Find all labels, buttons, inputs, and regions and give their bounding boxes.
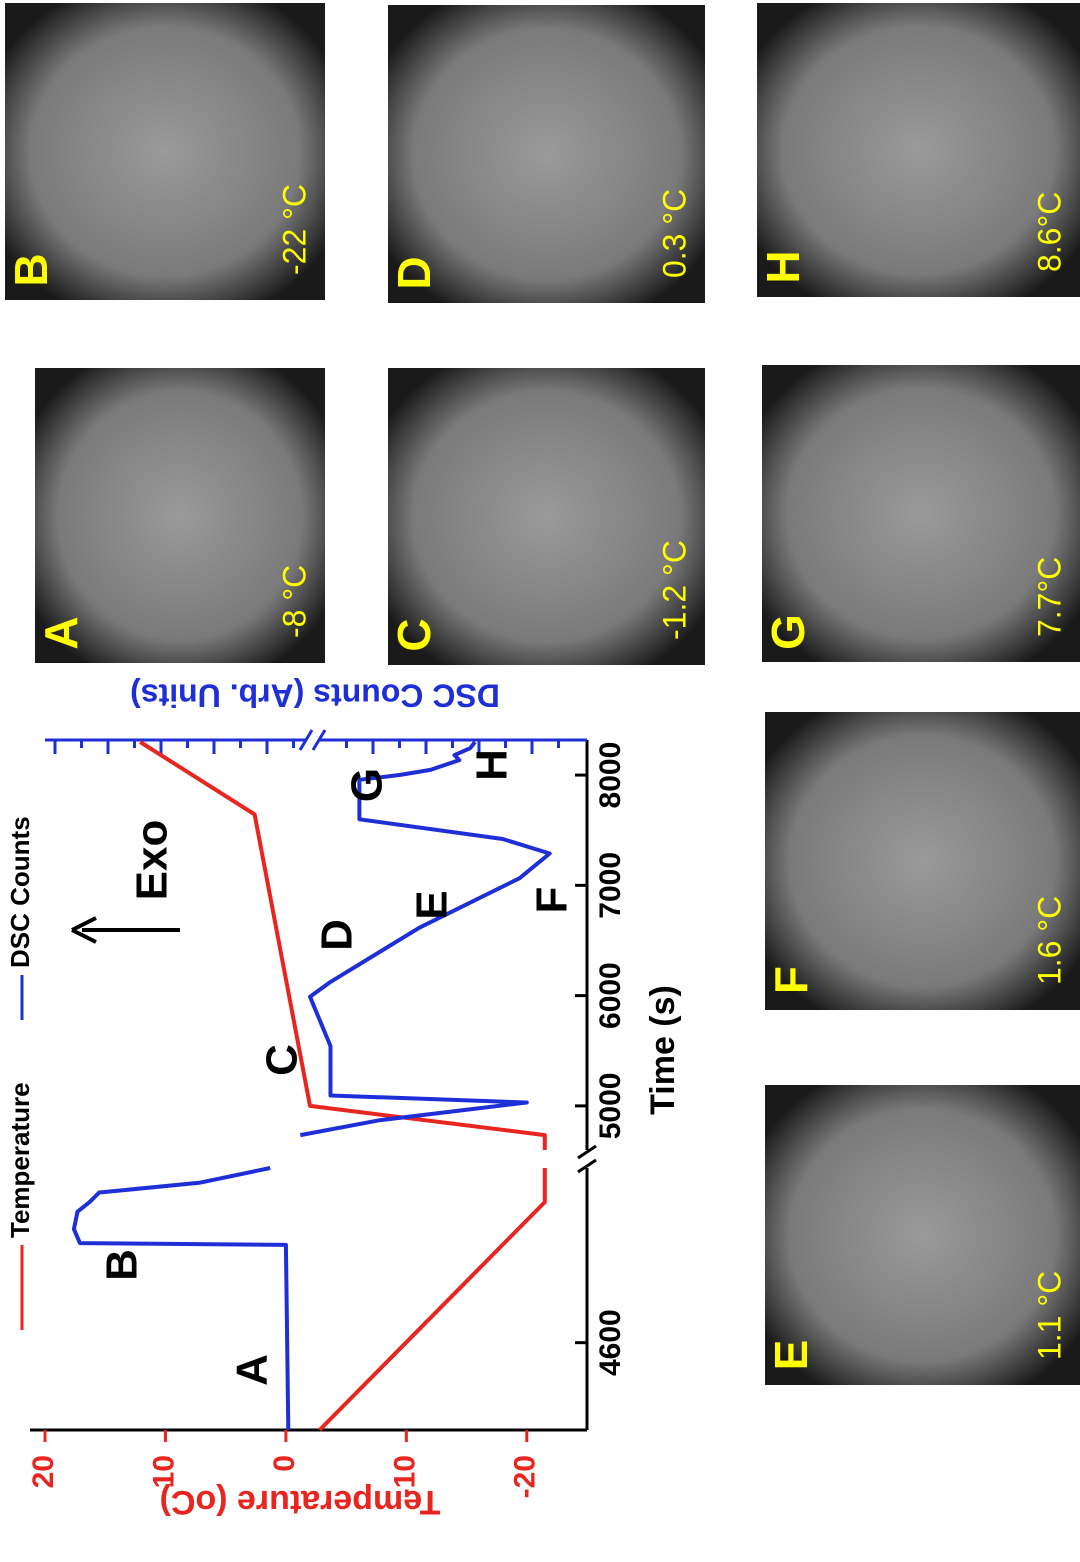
y-tick-label: 20 — [27, 1455, 60, 1488]
legend-label: Temperature — [5, 1082, 35, 1238]
panel-letter: A — [35, 616, 87, 649]
panel-temperature: -8 °C — [276, 565, 312, 638]
panel-temperature: 1.1 °C — [1031, 1271, 1067, 1360]
x-tick-label: 8000 — [594, 742, 627, 809]
panel-letter: B — [5, 253, 57, 286]
point-label: C — [258, 1044, 307, 1076]
y-tick-label: 0 — [268, 1455, 301, 1472]
point-label: D — [313, 919, 362, 951]
panel-letter: F — [765, 966, 817, 994]
panel-letter: D — [388, 256, 440, 289]
panel-temperature: 1.6 °C — [1031, 896, 1067, 985]
panel-letter: C — [388, 618, 440, 651]
panel-temperature: -22 °C — [276, 184, 312, 275]
series-line — [74, 1168, 288, 1430]
panel-temperature: 8.6°C — [1031, 192, 1067, 272]
y-tick-label: -20 — [509, 1455, 542, 1498]
x-axis-label: Time (s) — [644, 985, 682, 1115]
axes — [30, 730, 596, 1430]
point-label: F — [528, 887, 577, 914]
panel-letter: G — [762, 614, 814, 650]
panel-temperature: 7.7°C — [1031, 557, 1067, 637]
point-label: H — [468, 749, 517, 781]
figure: Exo -20-100102046005000600070008000Time … — [0, 0, 1080, 1562]
panel-letter: H — [757, 250, 809, 283]
y-axis-label: Temperature (oC) — [160, 1483, 441, 1521]
legend-label: DSC Counts — [5, 816, 35, 968]
x-tick-label: 4600 — [594, 1309, 627, 1376]
x-tick-label: 5000 — [594, 1073, 627, 1140]
y2-axis-label: DSC Counts (Arb. Units) — [130, 678, 500, 714]
series-line — [320, 1168, 545, 1430]
point-label: G — [343, 768, 392, 802]
panel-temperature: -1.2 °C — [656, 540, 692, 640]
panel-temperature: 0.3 °C — [656, 189, 692, 278]
annotation: Exo — [128, 820, 177, 901]
point-label: A — [228, 1354, 277, 1386]
x-tick-label: 7000 — [594, 852, 627, 919]
panel-letter: E — [765, 1340, 817, 1371]
point-label: B — [98, 1249, 147, 1281]
x-tick-label: 6000 — [594, 962, 627, 1029]
point-label: E — [408, 890, 457, 919]
